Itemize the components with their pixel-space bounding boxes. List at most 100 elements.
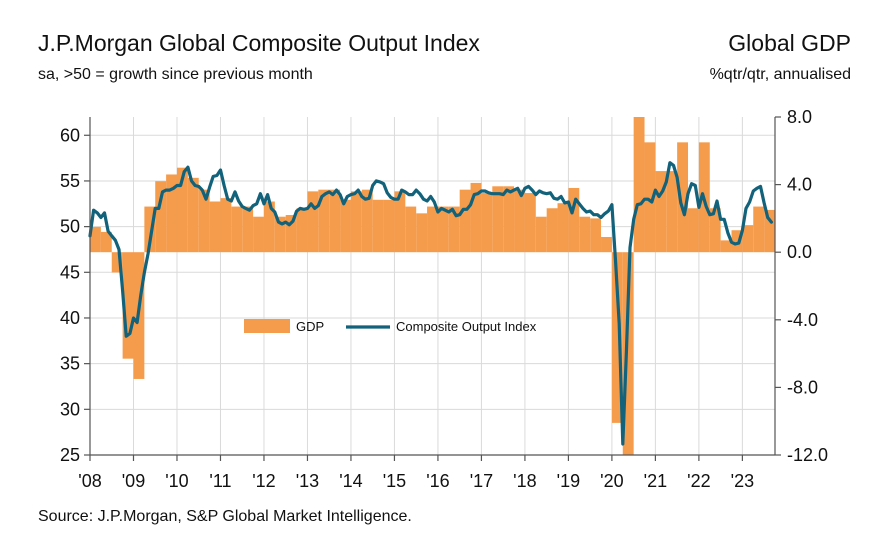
gdp-bar: [340, 199, 351, 253]
gdp-bar: [633, 117, 645, 253]
x-tick-label: '10: [165, 471, 188, 491]
axes: 25 30 35 40 45 50 55 60 8.0 4.0 0.0 -4.0 -8.0 -12.0 '0…: [60, 107, 828, 491]
legend-index-label: Composite Output Index: [396, 319, 537, 334]
gdp-bar: [296, 208, 308, 253]
left-tick-label: 55: [60, 171, 80, 191]
gdp-bar: [253, 216, 264, 253]
x-tick-label: '20: [600, 471, 623, 491]
gdp-bar: [361, 189, 373, 253]
gdp-bar: [350, 191, 362, 253]
gdp-bar: [557, 203, 569, 253]
x-tick-label: '21: [644, 471, 667, 491]
gdp-bar: [427, 206, 438, 253]
gdp-bar: [568, 187, 580, 253]
gdp-bar: [470, 182, 482, 253]
grid-lines: [89, 117, 775, 456]
gdp-bar: [590, 218, 602, 253]
gdp-bar: [546, 208, 558, 253]
composite-index-line: [88, 161, 773, 446]
gdp-bar: [394, 191, 406, 253]
gdp-bar: [611, 252, 623, 423]
gdp-bar: [318, 189, 330, 253]
gdp-bar: [764, 209, 775, 253]
gdp-bars: [90, 117, 775, 455]
gdp-bar: [329, 189, 341, 253]
chart-title: J.P.Morgan Global Composite Output Index: [38, 30, 480, 56]
left-tick-label: 40: [60, 308, 80, 328]
gdp-bar: [307, 191, 319, 253]
x-tick-label: '18: [513, 471, 536, 491]
gdp-bar: [601, 236, 612, 253]
gdp-bar: [514, 189, 525, 253]
gdp-bar: [155, 181, 167, 253]
x-tick-label: '08: [78, 471, 101, 491]
gdp-bar: [677, 142, 689, 253]
gdp-bar: [709, 208, 721, 253]
legend-gdp-label: GDP: [296, 319, 324, 334]
gdp-bar: [459, 189, 471, 253]
left-tick-label: 30: [60, 399, 80, 419]
gdp-bar: [285, 215, 297, 253]
left-tick-label: 50: [60, 217, 80, 237]
gdp-bar: [111, 252, 123, 273]
chart-subtitle: sa, >50 = growth since previous month: [38, 66, 313, 83]
x-tick-label: '09: [122, 471, 145, 491]
gdp-bar: [187, 177, 199, 253]
gdp-bar: [481, 193, 493, 253]
gdp-bar: [416, 213, 428, 253]
gdp-bar: [503, 186, 515, 253]
gdp-bar: [535, 216, 547, 253]
right-axis-subtitle: %qtr/qtr, annualised: [709, 66, 851, 83]
x-tick-label: '15: [383, 471, 406, 491]
right-axis-title: Global GDP: [728, 30, 851, 56]
gdp-bar: [166, 174, 177, 253]
gdp-bar: [263, 201, 275, 253]
gdp-bar: [144, 206, 156, 253]
x-tick-label: '16: [426, 471, 449, 491]
right-tick-label: -12.0: [787, 445, 828, 465]
x-tick-label: '22: [687, 471, 710, 491]
gdp-bar: [231, 206, 243, 253]
gdp-bar: [437, 206, 449, 253]
gdp-bar: [209, 201, 221, 253]
x-tick-label: '13: [296, 471, 319, 491]
left-tick-label: 25: [60, 445, 80, 465]
x-tick-label: '12: [252, 471, 275, 491]
legend: GDP Composite Output Index: [244, 319, 537, 334]
gdp-bar: [176, 167, 188, 253]
gdp-bar: [242, 206, 254, 253]
gdp-bar: [524, 193, 536, 253]
gdp-bar: [372, 199, 384, 253]
gdp-bar: [90, 226, 101, 253]
gdp-bar: [688, 208, 699, 253]
x-tick-label: '17: [470, 471, 493, 491]
gdp-bar: [274, 216, 286, 253]
gdp-bar: [383, 199, 395, 253]
right-tick-label: -8.0: [787, 377, 818, 397]
gdp-bar: [122, 252, 134, 359]
gdp-bar: [753, 206, 765, 253]
composite-index-line-group: [88, 161, 773, 446]
left-tick-label: 60: [60, 125, 80, 145]
gdp-bar: [644, 142, 656, 253]
gdp-bar: [198, 189, 210, 253]
right-tick-label: -4.0: [787, 310, 818, 330]
source-note: Source: J.P.Morgan, S&P Global Market In…: [38, 508, 412, 525]
legend-gdp-swatch: [244, 319, 290, 333]
gdp-bar: [579, 216, 591, 253]
gdp-bar: [742, 225, 754, 253]
left-tick-label: 35: [60, 354, 80, 374]
x-tick-label: '11: [209, 471, 231, 491]
x-tick-label: '19: [557, 471, 580, 491]
right-tick-label: 4.0: [787, 175, 812, 195]
gdp-bar: [655, 171, 667, 253]
gdp-bar: [666, 171, 678, 253]
x-tick-label: '14: [339, 471, 362, 491]
gdp-bar: [448, 206, 460, 253]
gdp-bar: [731, 230, 743, 253]
gdp-bar: [100, 231, 112, 253]
left-tick-label: 45: [60, 262, 80, 282]
right-tick-label: 0.0: [787, 242, 812, 262]
